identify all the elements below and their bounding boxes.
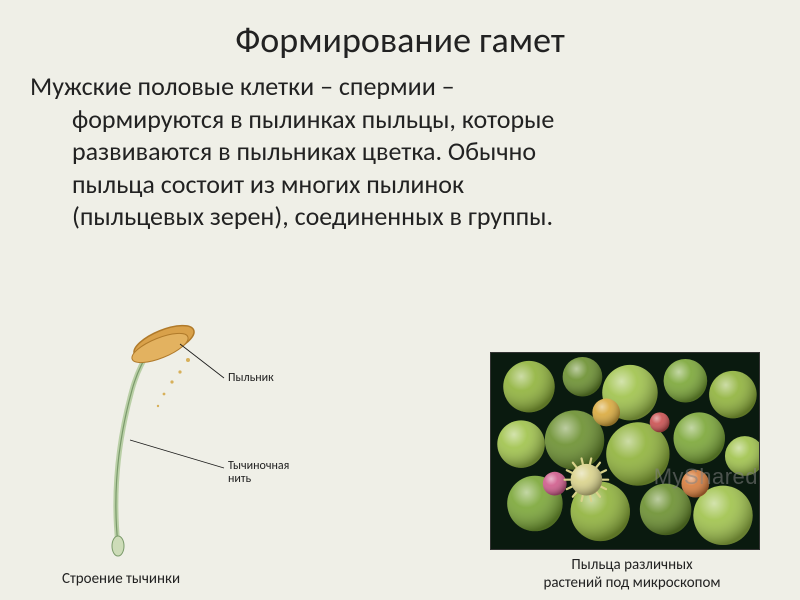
para-line: пыльца состоит из многих пылинок xyxy=(30,168,770,201)
stamen-svg xyxy=(60,320,340,560)
caption-micrograph: Пыльца различных растений под микроскопо… xyxy=(492,556,772,592)
para-line: (пыльцевых зерен), соединенных в группы. xyxy=(30,200,770,233)
label-filament: Тычиночная нить xyxy=(228,460,289,486)
slide-title: Формирование гамет xyxy=(0,0,800,70)
caption-micrograph-l2: растений под микроскопом xyxy=(543,574,720,592)
label-anther: Пыльник xyxy=(228,372,274,385)
caption-stamen: Строение тычинки xyxy=(62,570,180,588)
para-line: формируются в пылинках пыльцы, которые xyxy=(30,103,770,136)
caption-micrograph-l1: Пыльца различных xyxy=(571,556,692,574)
micrograph-svg xyxy=(491,353,759,549)
body-paragraph: Мужские половые клетки – спермии – форми… xyxy=(0,70,800,233)
para-line: Мужские половые клетки – спермии – xyxy=(30,70,770,103)
para-line: развиваются в пыльниках цветка. Обычно xyxy=(30,135,770,168)
label-filament-l1: Тычиночная xyxy=(228,459,289,473)
pollen-micrograph xyxy=(490,352,760,550)
label-filament-l2: нить xyxy=(228,472,251,486)
stamen-diagram: Пыльник Тычиночная нить xyxy=(60,320,340,560)
figures-area: Пыльник Тычиночная нить Строение тычинки… xyxy=(0,310,800,600)
